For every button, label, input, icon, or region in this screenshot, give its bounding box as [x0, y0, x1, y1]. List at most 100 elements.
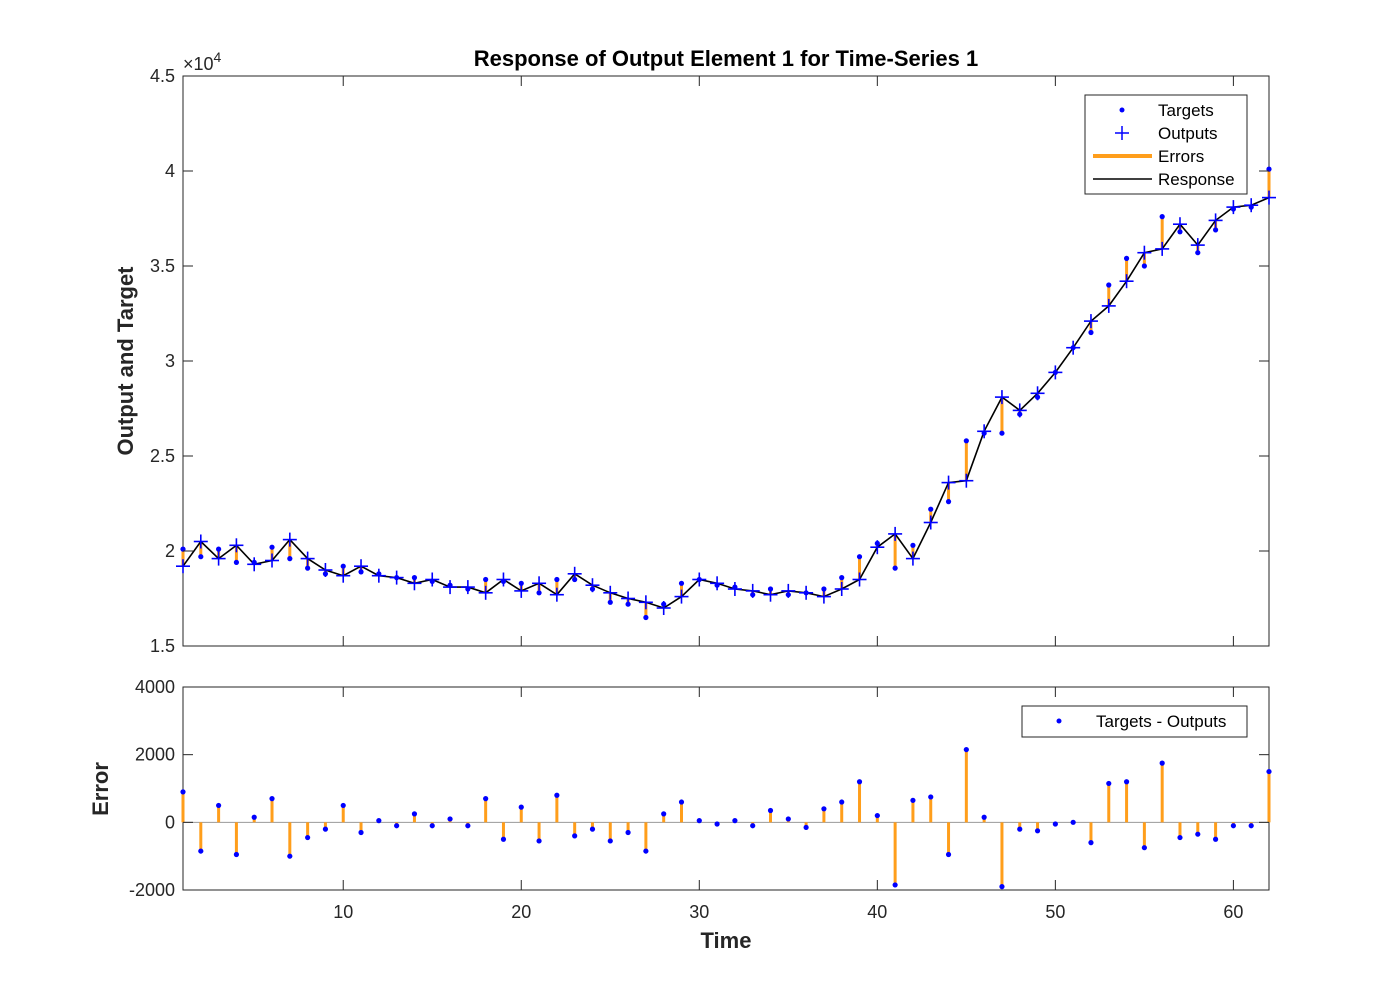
error-point-56: [1159, 760, 1165, 766]
output-point-27: [638, 595, 653, 610]
output-point-45: [959, 473, 974, 488]
legend-error-label: Targets - Outputs: [1096, 712, 1226, 731]
target-point-53: [1106, 282, 1112, 288]
error-point-44: [945, 851, 952, 858]
output-point-1: [176, 559, 190, 574]
error-point-20: [518, 804, 524, 810]
error-y-tick-label-3: 4000: [135, 677, 175, 697]
error-legend: Targets - Outputs: [1021, 705, 1248, 738]
error-point-33: [750, 823, 756, 829]
output-point-32: [727, 582, 742, 596]
output-point-47: [994, 390, 1009, 405]
output-point-48: [1012, 403, 1027, 418]
output-point-57: [1172, 217, 1187, 232]
error-point-29: [678, 799, 685, 805]
output-point-23: [567, 566, 582, 581]
target-point-37: [821, 586, 827, 592]
error-point-15: [429, 823, 435, 829]
output-point-9: [318, 563, 333, 577]
output-point-22: [549, 587, 564, 602]
error-point-48: [1017, 826, 1023, 832]
legend-outputs-label: Outputs: [1158, 124, 1218, 143]
x-tick-label-0: 10: [333, 902, 353, 922]
error-y-tick-label-2: 2000: [135, 745, 175, 765]
error-point-26: [625, 829, 631, 836]
error-point-2: [198, 848, 204, 854]
target-point-7: [287, 556, 293, 562]
output-point-16: [443, 580, 458, 595]
y-scale-base: ×10: [183, 54, 214, 74]
error-y-tick-label-0: -2000: [129, 880, 175, 900]
error-point-62: [1266, 768, 1272, 775]
output-point-31: [710, 576, 725, 591]
x-tick-label-4: 50: [1045, 902, 1065, 922]
response-legend-box: [1084, 94, 1248, 195]
output-point-54: [1119, 274, 1134, 289]
output-point-13: [389, 570, 404, 585]
target-point-20: [518, 580, 524, 586]
target-point-41: [892, 565, 898, 571]
output-point-50: [1048, 365, 1063, 380]
chart-title: Response of Output Element 1 for Time-Se…: [474, 46, 979, 71]
target-point-1: [180, 546, 186, 552]
output-point-25: [603, 585, 618, 600]
output-point-15: [425, 572, 440, 587]
output-point-56: [1155, 241, 1170, 256]
target-point-39: [856, 554, 863, 560]
target-point-47: [999, 430, 1005, 436]
error-y-tick-label-1: 0: [165, 812, 175, 832]
output-point-7: [282, 532, 297, 547]
output-point-24: [585, 578, 600, 593]
error-point-7: [287, 853, 293, 859]
error-point-31: [714, 821, 720, 827]
error-point-46: [981, 814, 987, 820]
error-point-39: [856, 779, 863, 785]
output-point-11: [354, 559, 369, 574]
response-line: [182, 196, 1270, 609]
response-y-tick-label-2: 2.5: [150, 446, 175, 466]
error-point-58: [1195, 831, 1201, 837]
response-marks: [176, 166, 1276, 621]
error-y-ticks: -2000 0 2000 4000: [129, 677, 1269, 900]
target-point-59: [1212, 227, 1219, 233]
response-y-axis-label: Output and Target: [113, 266, 138, 456]
target-point-56: [1159, 214, 1165, 220]
output-point-53: [1101, 298, 1116, 313]
target-point-44: [945, 499, 952, 505]
output-point-49: [1030, 386, 1045, 401]
error-point-37: [821, 806, 827, 812]
output-point-17: [460, 580, 475, 595]
x-tick-label-3: 40: [867, 902, 887, 922]
target-point-2: [198, 554, 204, 560]
response-legend: Targets Outputs Errors Response: [1084, 94, 1248, 195]
error-point-23: [572, 833, 578, 839]
output-point-42: [905, 551, 920, 566]
output-point-34: [763, 587, 778, 602]
output-point-5: [247, 557, 262, 572]
output-point-2: [193, 534, 208, 549]
error-point-6: [269, 796, 275, 802]
error-point-22: [554, 792, 560, 798]
error-point-52: [1088, 840, 1094, 846]
error-point-59: [1212, 836, 1219, 842]
output-point-4: [229, 538, 244, 553]
error-point-14: [411, 811, 418, 817]
output-point-14: [407, 576, 422, 591]
error-point-51: [1070, 819, 1076, 825]
output-point-21: [532, 576, 547, 591]
error-point-50: [1052, 821, 1058, 827]
output-point-29: [674, 589, 689, 604]
error-point-24: [589, 826, 596, 832]
output-point-12: [371, 568, 386, 583]
target-point-58: [1195, 250, 1201, 256]
output-point-26: [621, 591, 636, 606]
output-point-44: [941, 475, 956, 490]
error-point-47: [999, 884, 1005, 890]
output-point-37: [816, 589, 831, 604]
output-point-28: [656, 601, 671, 615]
error-x-ticks: 10 20 30 40 50 60: [333, 687, 1243, 922]
error-point-17: [465, 823, 471, 829]
target-point-21: [536, 590, 542, 596]
error-point-45: [963, 746, 969, 753]
error-point-61: [1248, 823, 1254, 829]
